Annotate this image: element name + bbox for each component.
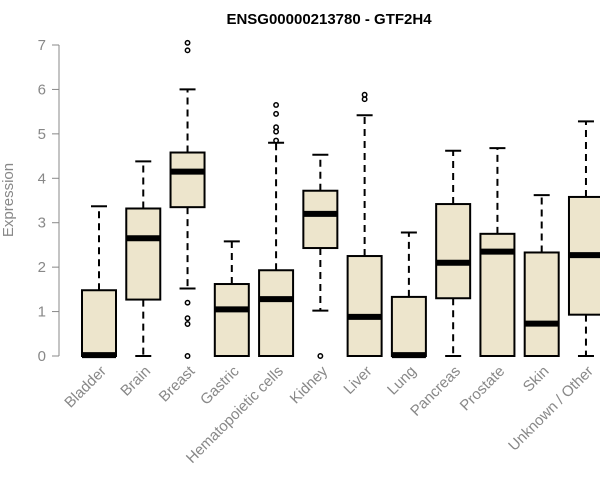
- outlier-point: [273, 124, 280, 131]
- iqr-box: [213, 283, 250, 358]
- y-axis-label: Expression: [0, 163, 17, 237]
- y-tick-label: 1: [38, 304, 46, 321]
- outlier-point: [273, 102, 280, 108]
- outlier-point: [273, 137, 280, 144]
- y-tick-label: 0: [38, 348, 46, 365]
- x-tick-label: Liver: [340, 363, 375, 398]
- outlier-point: [273, 110, 280, 117]
- box-gastric: [213, 240, 250, 358]
- x-tick-label: Lung: [384, 363, 420, 399]
- x-tick-label: Skin: [520, 363, 553, 396]
- iqr-box: [169, 151, 206, 209]
- iqr-box: [81, 289, 117, 358]
- x-tick-label: Unknown / Other: [505, 363, 597, 455]
- y-tick-label: 5: [38, 126, 46, 143]
- x-tick-label: Kidney: [287, 362, 332, 407]
- x-tick-label: Prostate: [457, 363, 509, 415]
- box-unknown-other: [567, 120, 600, 357]
- boxes-group: [81, 39, 600, 359]
- y-tick-label: 7: [38, 37, 46, 54]
- outlier-point: [361, 91, 368, 98]
- box-pancreas: [435, 149, 472, 357]
- outlier-point: [184, 315, 191, 322]
- outlier-point: [184, 299, 191, 306]
- box-kidney: [302, 153, 339, 359]
- iqr-box: [346, 255, 383, 357]
- box-bladder: [81, 205, 117, 359]
- chart-title: ENSG00000213780 - GTF2H4: [226, 11, 432, 28]
- y-tick-label: 4: [38, 170, 46, 187]
- box-lung: [390, 231, 427, 359]
- iqr-box: [523, 251, 560, 357]
- box-liver: [346, 91, 383, 357]
- y-tick-label: 3: [38, 215, 46, 232]
- outlier-point: [184, 39, 191, 46]
- y-tick-label: 2: [38, 259, 46, 276]
- iqr-box: [302, 189, 339, 250]
- x-tick-label: Bladder: [61, 363, 110, 412]
- x-tick-label: Breast: [156, 362, 199, 405]
- outlier-point: [184, 353, 191, 359]
- iqr-box: [258, 269, 295, 358]
- outlier-point: [184, 321, 191, 327]
- outlier-point: [317, 353, 324, 359]
- x-tick-label: Brain: [117, 363, 154, 400]
- box-breast: [169, 39, 206, 359]
- box-brain: [125, 160, 162, 357]
- y-tick-label: 6: [38, 81, 46, 98]
- iqr-box: [390, 295, 427, 358]
- iqr-box: [435, 203, 472, 300]
- outlier-point: [184, 47, 191, 54]
- iqr-box: [125, 207, 162, 301]
- box-prostate: [479, 147, 516, 357]
- box-hematopoietic-cells: [258, 102, 295, 358]
- box-skin: [523, 194, 560, 357]
- y-axis: 0 1 2 3 4 5 6 7: [38, 37, 60, 365]
